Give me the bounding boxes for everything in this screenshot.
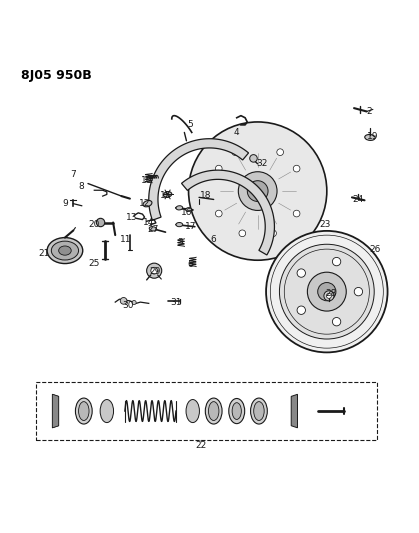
Text: 30: 30 <box>122 301 134 310</box>
Circle shape <box>239 230 246 237</box>
Circle shape <box>270 230 277 237</box>
Circle shape <box>132 301 136 305</box>
Circle shape <box>215 210 222 217</box>
Circle shape <box>297 306 305 314</box>
Ellipse shape <box>251 398 267 424</box>
Circle shape <box>151 268 158 274</box>
Ellipse shape <box>75 398 92 424</box>
Text: 20: 20 <box>88 220 100 229</box>
Circle shape <box>308 272 346 311</box>
Ellipse shape <box>143 200 152 207</box>
Ellipse shape <box>229 399 245 424</box>
Text: 29: 29 <box>149 267 161 276</box>
Text: 24: 24 <box>353 195 364 204</box>
Ellipse shape <box>78 402 89 421</box>
Circle shape <box>324 291 334 301</box>
Ellipse shape <box>59 246 71 255</box>
Text: 12: 12 <box>139 199 150 208</box>
Text: 5: 5 <box>188 119 194 128</box>
Ellipse shape <box>186 400 199 423</box>
Ellipse shape <box>208 402 219 421</box>
Text: 8J05 950B: 8J05 950B <box>21 69 92 82</box>
Circle shape <box>96 219 105 227</box>
Text: 2: 2 <box>366 107 372 116</box>
Ellipse shape <box>186 208 191 212</box>
Ellipse shape <box>100 400 114 423</box>
Circle shape <box>326 293 331 298</box>
Ellipse shape <box>51 241 79 260</box>
Ellipse shape <box>232 402 241 419</box>
Polygon shape <box>149 139 248 220</box>
Text: 17: 17 <box>185 222 197 231</box>
Text: 6: 6 <box>211 235 217 244</box>
FancyBboxPatch shape <box>36 382 377 440</box>
Circle shape <box>279 244 374 339</box>
Polygon shape <box>52 394 59 428</box>
Text: 23: 23 <box>319 220 331 229</box>
Ellipse shape <box>176 222 183 227</box>
Circle shape <box>147 263 162 278</box>
Text: 10: 10 <box>141 176 153 185</box>
Text: 25: 25 <box>88 259 100 268</box>
Polygon shape <box>52 394 59 428</box>
Circle shape <box>297 269 305 277</box>
Text: 26: 26 <box>369 245 381 254</box>
Circle shape <box>332 257 341 266</box>
Circle shape <box>332 318 341 326</box>
Circle shape <box>247 181 268 201</box>
Ellipse shape <box>149 227 157 231</box>
Polygon shape <box>181 170 274 255</box>
Text: 28: 28 <box>325 289 337 298</box>
Ellipse shape <box>365 134 375 140</box>
Text: 6: 6 <box>188 260 194 269</box>
Text: 18: 18 <box>199 191 211 200</box>
Text: 14: 14 <box>143 217 155 227</box>
Ellipse shape <box>176 206 183 210</box>
Ellipse shape <box>205 398 222 424</box>
Text: 16: 16 <box>181 207 192 216</box>
Text: 27: 27 <box>147 225 159 234</box>
Circle shape <box>266 231 388 352</box>
Circle shape <box>293 210 300 217</box>
Polygon shape <box>291 394 297 428</box>
Text: 15: 15 <box>160 191 171 200</box>
Circle shape <box>318 282 336 301</box>
Ellipse shape <box>253 402 264 421</box>
Text: 7: 7 <box>70 170 76 179</box>
Text: 21: 21 <box>38 248 50 257</box>
Circle shape <box>120 297 127 304</box>
Circle shape <box>354 287 362 296</box>
Text: 32: 32 <box>256 159 268 168</box>
Text: 13: 13 <box>126 213 138 222</box>
Circle shape <box>250 155 257 162</box>
Text: 8: 8 <box>79 182 85 191</box>
Circle shape <box>238 172 277 211</box>
Circle shape <box>277 149 284 156</box>
Circle shape <box>189 122 327 260</box>
Circle shape <box>215 165 222 172</box>
Ellipse shape <box>47 238 83 263</box>
Ellipse shape <box>163 192 172 197</box>
Text: 22: 22 <box>196 441 207 450</box>
Text: 19: 19 <box>367 132 379 141</box>
Text: 4: 4 <box>234 128 240 137</box>
Text: 11: 11 <box>120 235 132 244</box>
Circle shape <box>232 149 238 156</box>
Text: 9: 9 <box>62 199 68 208</box>
Text: 3: 3 <box>177 238 183 247</box>
Circle shape <box>293 165 300 172</box>
Text: 31: 31 <box>170 297 182 306</box>
